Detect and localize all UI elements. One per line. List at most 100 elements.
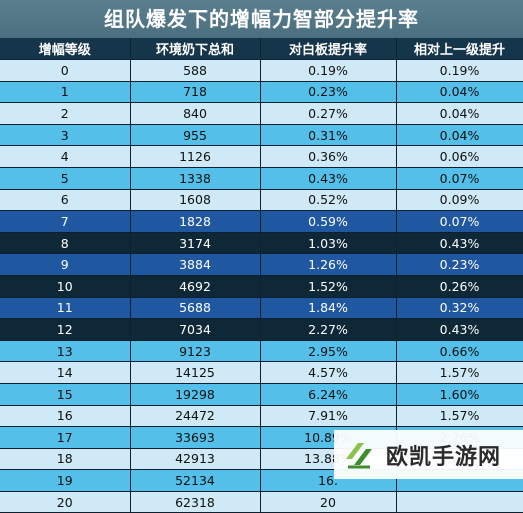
cell-total: 840 <box>130 102 261 125</box>
cell-total: 1338 <box>130 167 261 190</box>
cell-total: 718 <box>130 81 261 104</box>
cell-vs-base: 0.43% <box>260 167 397 190</box>
cell-level: 7 <box>0 210 131 233</box>
cell-level: 15 <box>0 383 131 406</box>
watermark: 欧凯手游网 <box>334 430 523 479</box>
cell-total: 9123 <box>130 340 261 363</box>
cell-level: 2 <box>0 102 131 125</box>
cell-total: 1608 <box>130 189 261 212</box>
cell-vs-prev: 0.32% <box>396 297 523 320</box>
cell-level: 9 <box>0 253 131 276</box>
cell-total: 19298 <box>130 383 261 406</box>
cell-vs-base: 4.57% <box>260 361 397 384</box>
cell-vs-prev: 0.43% <box>396 318 523 341</box>
cell-vs-base: 0.27% <box>260 102 397 125</box>
cell-total: 52134 <box>130 469 261 492</box>
table-row: 5 1338 0.43% 0.07% <box>0 167 523 190</box>
cell-vs-prev: 0.09% <box>396 189 523 212</box>
cell-level: 18 <box>0 448 131 471</box>
cell-total: 42913 <box>130 448 261 471</box>
cell-total: 7034 <box>130 318 261 341</box>
cell-level: 6 <box>0 189 131 212</box>
cell-vs-prev: 0.19% <box>396 59 523 82</box>
cell-vs-base: 1.84% <box>260 297 397 320</box>
cell-vs-prev: 1.57% <box>396 405 523 428</box>
table-header-row: 增幅等级 环境奶下总和 对白板提升率 相对上一级提升 <box>0 38 523 60</box>
cell-vs-base: 20 <box>260 491 397 513</box>
cell-vs-prev: 1.60% <box>396 383 523 406</box>
cell-vs-base: 1.03% <box>260 232 397 255</box>
cell-level: 5 <box>0 167 131 190</box>
cell-vs-prev <box>396 491 523 513</box>
cell-total: 1828 <box>130 210 261 233</box>
cell-vs-base: 0.36% <box>260 145 397 168</box>
cell-vs-prev: 1.57% <box>396 361 523 384</box>
table-row: 4 1126 0.36% 0.06% <box>0 145 523 168</box>
header-level: 增幅等级 <box>0 38 131 60</box>
table-row: 9 3884 1.26% 0.23% <box>0 253 523 276</box>
table-row: 14 14125 4.57% 1.57% <box>0 361 523 384</box>
cell-total: 588 <box>130 59 261 82</box>
cell-vs-prev: 0.23% <box>396 253 523 276</box>
cell-vs-base: 0.23% <box>260 81 397 104</box>
cell-level: 14 <box>0 361 131 384</box>
cell-total: 62318 <box>130 491 261 513</box>
cell-level: 16 <box>0 405 131 428</box>
table-row: 12 7034 2.27% 0.43% <box>0 318 523 341</box>
cell-total: 3884 <box>130 253 261 276</box>
cell-level: 11 <box>0 297 131 320</box>
cell-vs-base: 0.31% <box>260 124 397 147</box>
cell-total: 33693 <box>130 426 261 449</box>
cell-vs-base: 2.95% <box>260 340 397 363</box>
cell-total: 14125 <box>130 361 261 384</box>
cell-level: 3 <box>0 124 131 147</box>
cell-total: 4692 <box>130 275 261 298</box>
watermark-text: 欧凯手游网 <box>386 444 502 470</box>
cell-vs-prev: 0.04% <box>396 102 523 125</box>
cell-vs-base: 7.91% <box>260 405 397 428</box>
table-row: 15 19298 6.24% 1.60% <box>0 383 523 406</box>
page-title: 组队爆发下的增幅力智部分提升率 <box>0 0 523 38</box>
header-total: 环境奶下总和 <box>130 38 261 60</box>
cell-vs-base: 1.52% <box>260 275 397 298</box>
cell-total: 5688 <box>130 297 261 320</box>
cell-level: 10 <box>0 275 131 298</box>
table-row: 1 718 0.23% 0.04% <box>0 81 523 104</box>
cell-vs-prev: 0.07% <box>396 167 523 190</box>
table-row: 13 9123 2.95% 0.66% <box>0 340 523 363</box>
cell-total: 24472 <box>130 405 261 428</box>
cell-level: 12 <box>0 318 131 341</box>
cell-level: 0 <box>0 59 131 82</box>
cell-level: 20 <box>0 491 131 513</box>
table-row: 7 1828 0.59% 0.07% <box>0 210 523 233</box>
cell-vs-base: 1.26% <box>260 253 397 276</box>
cell-vs-base: 6.24% <box>260 383 397 406</box>
cell-level: 1 <box>0 81 131 104</box>
cell-level: 19 <box>0 469 131 492</box>
table-row: 2 840 0.27% 0.04% <box>0 102 523 125</box>
table-row: 0 588 0.19% 0.19% <box>0 59 523 82</box>
table-row: 11 5688 1.84% 0.32% <box>0 297 523 320</box>
cell-vs-base: 2.27% <box>260 318 397 341</box>
cell-vs-prev: 0.06% <box>396 145 523 168</box>
cell-total: 3174 <box>130 232 261 255</box>
table-row: 10 4692 1.52% 0.26% <box>0 275 523 298</box>
table-row: 16 24472 7.91% 1.57% <box>0 405 523 428</box>
cell-level: 13 <box>0 340 131 363</box>
ok-logo-icon <box>346 442 372 468</box>
table-row: 20 62318 20 <box>0 491 523 513</box>
cell-vs-prev: 0.26% <box>396 275 523 298</box>
cell-level: 17 <box>0 426 131 449</box>
cell-vs-prev: 0.04% <box>396 124 523 147</box>
header-vs-base: 对白板提升率 <box>260 38 397 60</box>
cell-level: 8 <box>0 232 131 255</box>
cell-vs-prev: 0.66% <box>396 340 523 363</box>
cell-vs-prev: 0.07% <box>396 210 523 233</box>
table-row: 6 1608 0.52% 0.09% <box>0 189 523 212</box>
cell-total: 1126 <box>130 145 261 168</box>
cell-total: 955 <box>130 124 261 147</box>
cell-level: 4 <box>0 145 131 168</box>
header-vs-prev: 相对上一级提升 <box>396 38 523 60</box>
table-row: 3 955 0.31% 0.04% <box>0 124 523 147</box>
cell-vs-prev: 0.43% <box>396 232 523 255</box>
